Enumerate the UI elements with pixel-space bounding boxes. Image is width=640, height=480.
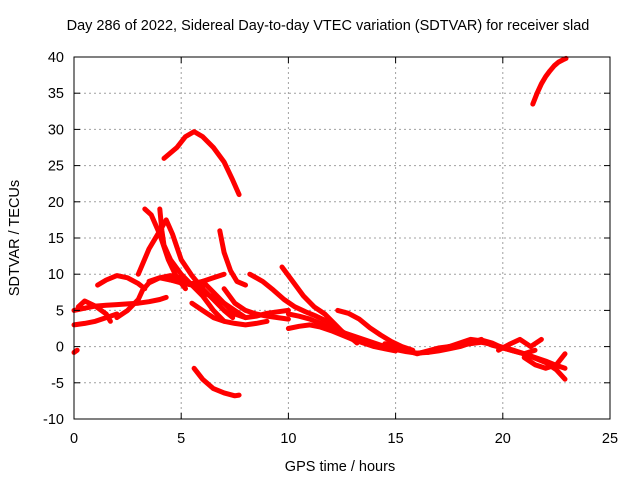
series-line-sat-ab: [521, 351, 568, 371]
series-line-sat-n: [200, 278, 291, 321]
series-line-sat-q: [221, 286, 291, 322]
x-tick-label: 25: [602, 431, 618, 447]
grid-lines: [74, 57, 610, 419]
series-line-sat-p: [217, 228, 248, 288]
x-tick-label: 5: [177, 431, 185, 447]
series-line-sat-o: [189, 300, 270, 328]
x-tick-label: 15: [388, 431, 404, 447]
series-line-sat-a: [71, 347, 80, 355]
y-tick-label: 5: [56, 303, 64, 319]
series-line-sat-e: [95, 273, 148, 292]
y-tick-label: 0: [56, 340, 64, 356]
series-line-sat-k: [168, 271, 227, 287]
y-tick-labels: 40 35 30 25 20 15 10 5 0 -5 -10: [43, 50, 64, 428]
y-tick-label: 10: [48, 267, 64, 283]
series-line-sat-s: [279, 264, 349, 339]
series-line-sat-h: [135, 217, 236, 321]
x-axis-label: GPS time / hours: [285, 459, 395, 475]
y-tick-label: -5: [51, 376, 64, 392]
series-line-sat-b: [71, 294, 169, 313]
y-axis-label: SDTVAR / TECUs: [7, 180, 23, 296]
y-tick-label: 15: [48, 231, 64, 247]
y-tick-label: -10: [43, 412, 64, 428]
x-tick-label: 20: [495, 431, 511, 447]
series-line-sat-u: [285, 322, 399, 354]
y-tick-label: 25: [48, 159, 64, 175]
x-tick-label: 0: [70, 431, 78, 447]
series-line-sat-ac: [530, 55, 569, 107]
series-line-sat-m: [191, 365, 242, 399]
y-tick-label: 20: [48, 195, 64, 211]
x-tick-labels: 0 5 10 15 20 25: [70, 431, 618, 447]
tick-marks: [73, 56, 611, 420]
series-line-sat-l: [161, 129, 242, 198]
chart-title: Day 286 of 2022, Sidereal Day-to-day VTE…: [67, 18, 590, 34]
series-line-sat-z: [446, 336, 568, 382]
series-group: [71, 55, 569, 399]
x-tick-label: 10: [280, 431, 296, 447]
series-line-sat-d: [75, 298, 113, 324]
series-line-sat-aa: [496, 336, 544, 353]
y-tick-label: 30: [48, 122, 64, 138]
y-tick-label: 40: [48, 50, 64, 66]
y-tick-label: 35: [48, 86, 64, 102]
